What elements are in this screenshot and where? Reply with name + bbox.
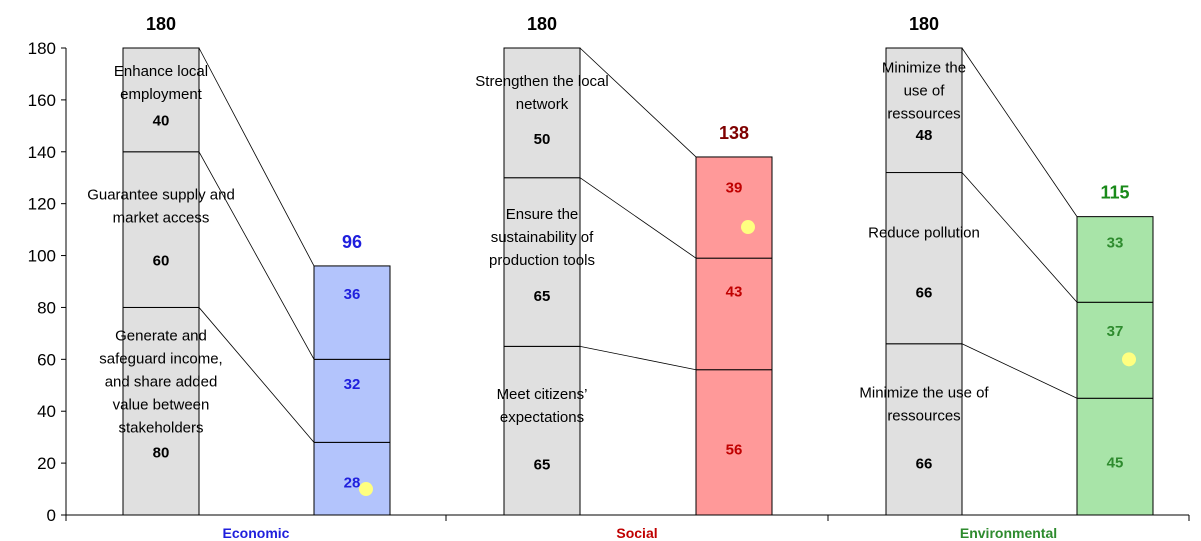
y-tick-label: 60 [37,350,56,369]
max-segment-value: 40 [153,113,170,130]
criterion-label: ressources [887,105,960,122]
score-total-label: 96 [342,232,362,252]
criterion-label: Generate and [115,327,207,344]
max-bar-segment [885,172,963,345]
max-total-label: 180 [909,14,939,34]
score-bar-segment [695,156,773,259]
max-bar-segment [122,151,200,308]
y-tick-label: 40 [37,402,56,421]
criterion-label: market access [113,209,210,226]
criterion-label: Minimize the [882,59,966,76]
score-segment-value: 33 [1107,234,1124,251]
score-bar-segment [313,358,391,443]
criterion-label: Strengthen the local [475,73,608,90]
max-segment-value: 66 [916,456,933,473]
max-bar-segment [122,47,200,153]
y-tick-label: 140 [28,143,56,162]
max-segment-value: 48 [916,127,933,144]
max-bar-segment [503,47,581,179]
score-total-label: 138 [719,123,749,143]
y-tick-label: 120 [28,195,56,214]
score-segment-value: 56 [726,442,743,459]
y-tick-label: 160 [28,91,56,110]
position-marker [1122,352,1136,367]
connector-line [961,47,1078,217]
criterion-label: Guarantee supply and [87,186,235,203]
max-segment-value: 65 [534,288,551,305]
connector-line [198,151,315,360]
score-bar-segment [1076,216,1154,303]
criterion-label: safeguard income, [99,350,222,367]
category-label: Environmental [960,525,1057,541]
y-tick-label: 80 [37,298,56,317]
max-segment-value: 80 [153,445,170,462]
score-segment-value: 39 [726,179,743,196]
score-bar-segment [695,257,773,371]
criterion-label: Minimize the use of [859,384,989,401]
score-segment-value: 43 [726,284,743,301]
criterion-label: Enhance local [114,63,208,80]
score-bar-segment [313,441,391,516]
score-segment-value: 45 [1107,454,1124,471]
max-bar-segment [122,306,200,516]
connector-line [579,345,697,371]
max-bar-segment [503,177,581,347]
y-tick-label: 180 [28,39,56,58]
criterion-label: employment [120,86,203,103]
criterion-label: value between [113,396,210,413]
max-bar-segment [885,343,963,516]
criterion-label: sustainability of [491,229,594,246]
category-label: Economic [223,525,290,541]
criterion-label: stakeholders [118,419,203,436]
category-label: Social [616,525,657,541]
y-tick-label: 0 [47,506,56,525]
score-segment-value: 36 [344,286,361,303]
connector-line [579,177,697,259]
score-bar-segment [313,265,391,360]
position-marker [741,220,755,235]
connector-line [579,47,697,158]
max-segment-value: 50 [534,131,551,148]
max-bar-segment [503,345,581,516]
max-segment-value: 60 [153,253,170,270]
connector-line [961,343,1078,399]
y-tick-label: 100 [28,247,56,266]
criterion-label: use of [904,82,946,99]
connector-line [961,172,1078,303]
connector-line [198,307,315,443]
criterion-label: Meet citizens’ [497,386,588,403]
connector-line [198,47,315,267]
max-bar-segment [885,47,963,174]
max-total-label: 180 [146,14,176,34]
criterion-label: ressources [887,407,960,424]
score-segment-value: 28 [344,474,361,491]
criterion-label: expectations [500,409,584,426]
criterion-label: production tools [489,252,595,269]
score-bar-segment [695,369,773,516]
score-bar-segment [1076,301,1154,399]
max-total-label: 180 [527,14,557,34]
criterion-label: network [516,96,569,113]
score-segment-value: 37 [1107,323,1124,340]
max-segment-value: 66 [916,284,933,301]
position-marker [359,482,373,497]
max-segment-value: 65 [534,456,551,473]
criterion-label: Reduce pollution [868,225,980,242]
score-segment-value: 32 [344,376,361,393]
y-tick-label: 20 [37,454,56,473]
score-total-label: 115 [1100,183,1129,203]
criterion-label: Ensure the [506,206,579,223]
score-bar-segment [1076,397,1154,516]
criterion-label: and share added [105,373,218,390]
